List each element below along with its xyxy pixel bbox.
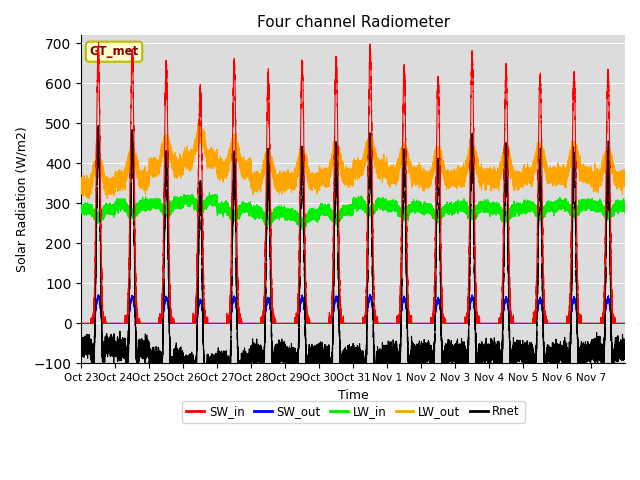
Title: Four channel Radiometer: Four channel Radiometer (257, 15, 450, 30)
Text: GT_met: GT_met (90, 45, 139, 58)
X-axis label: Time: Time (338, 389, 369, 402)
Legend: SW_in, SW_out, LW_in, LW_out, Rnet: SW_in, SW_out, LW_in, LW_out, Rnet (182, 401, 525, 423)
Y-axis label: Solar Radiation (W/m2): Solar Radiation (W/m2) (15, 127, 28, 272)
